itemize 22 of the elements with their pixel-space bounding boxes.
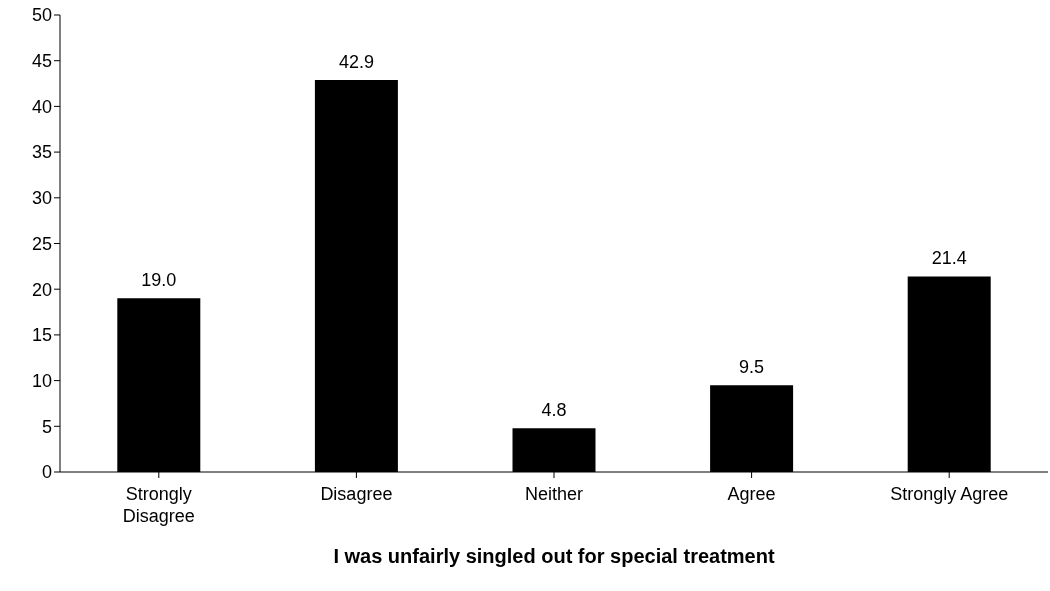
x-tick-label: Strongly Disagree (122, 484, 195, 526)
x-tick-label: Agree (727, 484, 776, 504)
y-tick-label: 10 (31, 370, 52, 391)
y-tick-label: 35 (31, 142, 52, 163)
y-tick-label: 50 (31, 5, 52, 26)
x-axis-title: I was unfairly singled out for special treatment (333, 545, 775, 567)
data-label: 4.8 (541, 400, 567, 421)
y-tick-label: 45 (31, 51, 52, 72)
y-tick-label: 5 (41, 416, 52, 437)
y-tick-label: 20 (31, 279, 52, 300)
y-tick-label: 15 (31, 325, 52, 346)
x-tick-label: Neither (524, 484, 584, 504)
data-label: 9.5 (739, 357, 765, 378)
y-tick-label: 30 (31, 188, 52, 209)
y-tick-label: 25 (31, 233, 52, 254)
data-label: 19.0 (141, 270, 177, 291)
y-tick-label: 0 (41, 462, 52, 483)
x-tick-label: Disagree (320, 484, 393, 504)
x-tick-label: Strongly Agree (890, 484, 1009, 504)
data-label: 42.9 (338, 51, 374, 72)
data-label: 21.4 (931, 248, 967, 269)
y-tick-label: 40 (31, 96, 52, 117)
